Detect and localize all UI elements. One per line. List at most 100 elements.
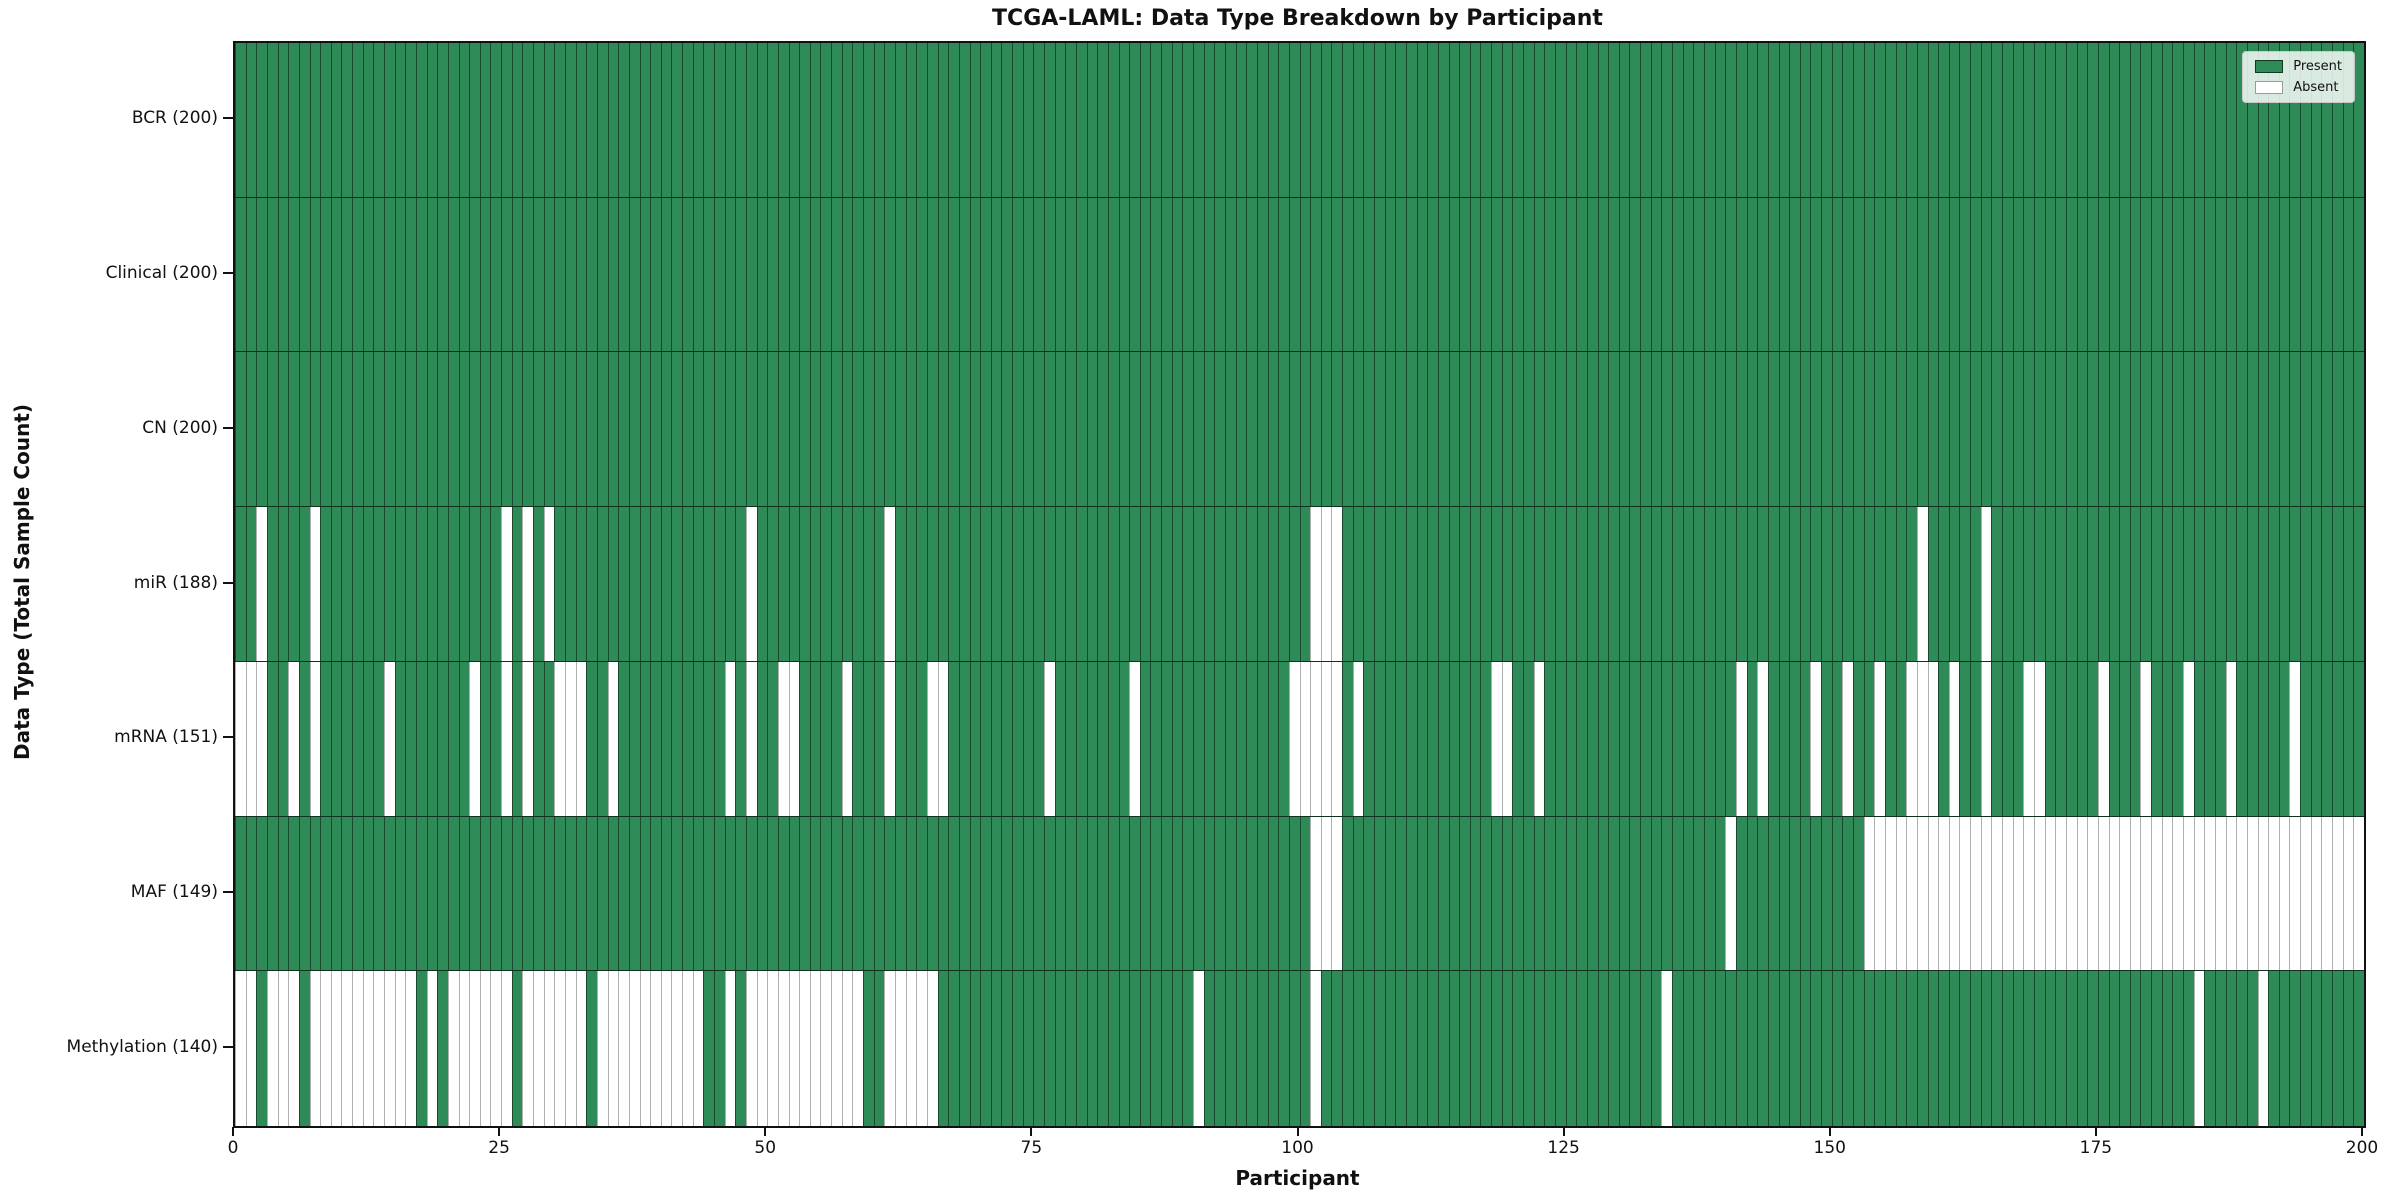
cell-Methylation-p26 xyxy=(511,971,523,1126)
cell-miR-p164 xyxy=(1980,507,1992,661)
legend-present-label: Present xyxy=(2293,59,2342,74)
cell-miR-p62 xyxy=(894,507,907,661)
cell-Methylation-p184 xyxy=(2193,971,2205,1126)
cell-Clinical-p35 xyxy=(607,197,619,352)
cell-MAF-p100 xyxy=(1299,816,1311,971)
cell-BCR-p7 xyxy=(309,43,321,197)
cell-MAF-p194 xyxy=(2300,816,2312,971)
cell-miR-p105 xyxy=(1352,507,1364,661)
cell-mRNA-p91 xyxy=(1203,661,1215,816)
cell-MAF-p172 xyxy=(2065,816,2078,971)
cell-CN-p190 xyxy=(2257,352,2269,507)
cell-BCR-p91 xyxy=(1203,43,1215,197)
cell-Methylation-p193 xyxy=(2289,971,2301,1126)
cell-miR-p15 xyxy=(394,507,406,661)
cell-mRNA-p82 xyxy=(1107,661,1120,816)
cell-mRNA-p119 xyxy=(1501,661,1513,816)
cell-miR-p57 xyxy=(841,507,853,661)
cell-miR-p124 xyxy=(1554,507,1567,661)
legend-item-present: Present xyxy=(2255,59,2342,74)
cell-CN-p81 xyxy=(1097,352,1109,507)
cell-BCR-p131 xyxy=(1629,43,1641,197)
cell-BCR-p47 xyxy=(735,43,747,197)
cell-Clinical-p82 xyxy=(1107,197,1120,352)
cell-BCR-p193 xyxy=(2289,43,2301,197)
cell-BCR-p125 xyxy=(1565,43,1577,197)
cell-Methylation-p60 xyxy=(873,971,885,1126)
cell-Clinical-p37 xyxy=(628,197,640,352)
cell-Methylation-p106 xyxy=(1363,971,1375,1126)
cell-Methylation-p183 xyxy=(2183,971,2195,1126)
cell-mRNA-p127 xyxy=(1586,661,1599,816)
cell-Methylation-p47 xyxy=(735,971,747,1126)
cell-miR-p108 xyxy=(1384,507,1396,661)
cell-Methylation-p35 xyxy=(607,971,619,1126)
cell-MAF-p72 xyxy=(1001,816,1013,971)
cell-miR-p74 xyxy=(1022,507,1034,661)
cell-mRNA-p148 xyxy=(1810,661,1822,816)
cell-miR-p112 xyxy=(1427,507,1439,661)
cell-miR-p155 xyxy=(1884,507,1897,661)
cell-BCR-p48 xyxy=(745,43,758,197)
cell-mRNA-p178 xyxy=(2129,661,2141,816)
cell-miR-p157 xyxy=(1906,507,1918,661)
cell-Clinical-p103 xyxy=(1331,197,1343,352)
cell-Methylation-p156 xyxy=(1895,971,1907,1126)
cell-miR-p49 xyxy=(756,507,768,661)
cell-Clinical-p126 xyxy=(1576,197,1588,352)
cell-BCR-p127 xyxy=(1586,43,1599,197)
cell-miR-p154 xyxy=(1874,507,1886,661)
cell-MAF-p7 xyxy=(309,816,321,971)
cell-mRNA-p56 xyxy=(831,661,843,816)
cell-mRNA-p64 xyxy=(916,661,928,816)
cell-Clinical-p149 xyxy=(1821,197,1833,352)
cell-mRNA-p102 xyxy=(1320,661,1332,816)
cell-miR-p90 xyxy=(1193,507,1205,661)
cell-MAF-p153 xyxy=(1863,816,1875,971)
cell-mRNA-p192 xyxy=(2278,661,2290,816)
cell-mRNA-p28 xyxy=(533,661,545,816)
cell-BCR-p88 xyxy=(1171,43,1183,197)
cell-mRNA-p17 xyxy=(415,661,428,816)
cell-mRNA-p65 xyxy=(926,661,939,816)
cell-MAF-p181 xyxy=(2161,816,2173,971)
cell-BCR-p126 xyxy=(1576,43,1588,197)
cell-mRNA-p2 xyxy=(256,661,268,816)
cell-Methylation-p22 xyxy=(469,971,481,1126)
cell-mRNA-p74 xyxy=(1022,661,1034,816)
cell-mRNA-p156 xyxy=(1895,661,1907,816)
cell-CN-p189 xyxy=(2246,352,2259,507)
cell-BCR-p67 xyxy=(948,43,960,197)
cell-Methylation-p162 xyxy=(1959,971,1971,1126)
cell-Methylation-p118 xyxy=(1491,971,1503,1126)
cell-miR-p194 xyxy=(2300,507,2312,661)
cell-Clinical-p88 xyxy=(1171,197,1183,352)
cell-mRNA-p78 xyxy=(1065,661,1077,816)
cell-Methylation-p94 xyxy=(1235,971,1247,1126)
cell-BCR-p86 xyxy=(1150,43,1162,197)
cell-BCR-p13 xyxy=(373,43,385,197)
cell-MAF-p147 xyxy=(1799,816,1811,971)
cell-Clinical-p36 xyxy=(618,197,630,352)
cell-Clinical-p87 xyxy=(1161,197,1173,352)
cell-Methylation-p109 xyxy=(1395,971,1407,1126)
cell-miR-p156 xyxy=(1895,507,1907,661)
cell-CN-p51 xyxy=(777,352,790,507)
cell-Clinical-p61 xyxy=(884,197,896,352)
cell-BCR-p164 xyxy=(1980,43,1992,197)
cell-Methylation-p154 xyxy=(1874,971,1886,1126)
cell-MAF-p131 xyxy=(1629,816,1641,971)
cell-CN-p188 xyxy=(2236,352,2248,507)
cell-BCR-p188 xyxy=(2236,43,2248,197)
cell-miR-p102 xyxy=(1320,507,1332,661)
cell-mRNA-p155 xyxy=(1884,661,1897,816)
cell-Clinical-p111 xyxy=(1416,197,1428,352)
cell-Clinical-p133 xyxy=(1650,197,1662,352)
cell-Methylation-p100 xyxy=(1299,971,1311,1126)
cell-miR-p94 xyxy=(1235,507,1247,661)
cell-BCR-p121 xyxy=(1523,43,1535,197)
cell-miR-p139 xyxy=(1714,507,1726,661)
cell-BCR-p0 xyxy=(235,43,247,197)
cell-CN-p148 xyxy=(1810,352,1822,507)
cell-Clinical-p95 xyxy=(1246,197,1258,352)
